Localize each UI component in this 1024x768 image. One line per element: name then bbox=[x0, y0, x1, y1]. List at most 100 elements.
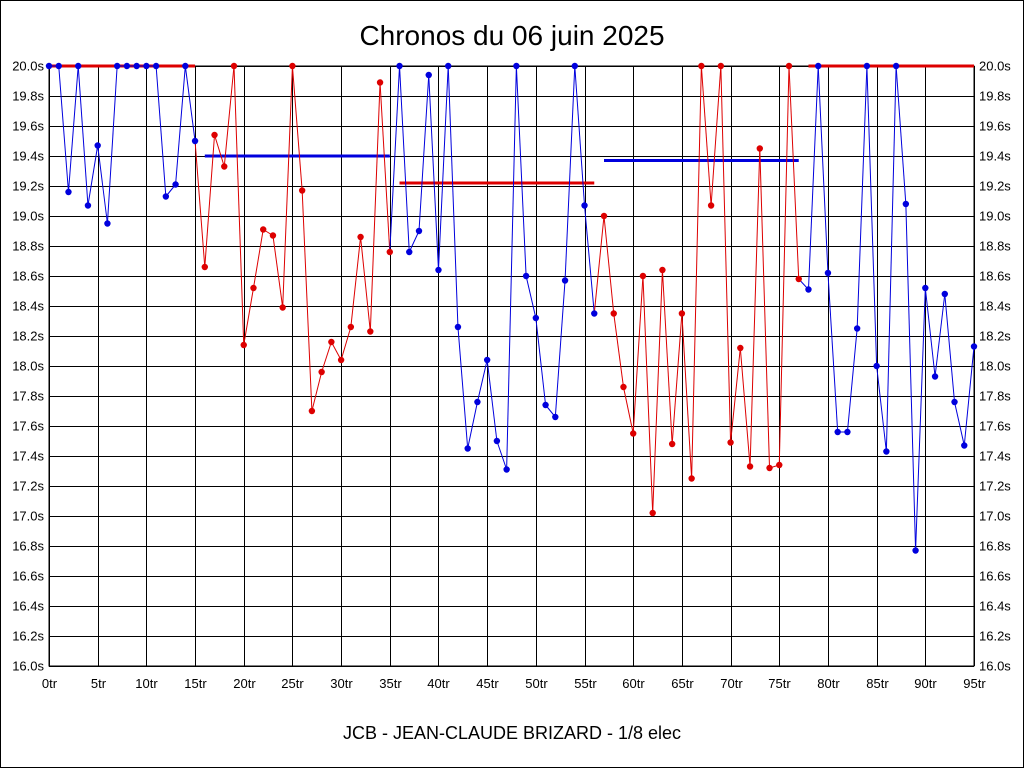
x-tick-label: 60tr bbox=[622, 676, 645, 691]
data-point bbox=[240, 341, 247, 349]
series-segment bbox=[155, 65, 167, 197]
series-segment bbox=[467, 401, 478, 449]
series-segment bbox=[214, 134, 225, 167]
series-segment bbox=[535, 317, 547, 406]
series-segment bbox=[846, 328, 858, 433]
series-segment bbox=[330, 341, 342, 361]
series-segment bbox=[954, 401, 965, 446]
data-point bbox=[454, 323, 462, 331]
data-point bbox=[230, 62, 238, 70]
data-point bbox=[55, 62, 62, 70]
y-tick-label: 18.0s bbox=[12, 359, 44, 374]
series-segment bbox=[457, 326, 469, 449]
series-segment bbox=[856, 65, 868, 329]
y-tick-label-right: 17.4s bbox=[979, 449, 1011, 464]
series-segment bbox=[291, 65, 303, 191]
x-tick-label: 45tr bbox=[476, 676, 499, 691]
series-segment bbox=[399, 65, 410, 253]
y-tick-label: 16.0s bbox=[12, 659, 44, 674]
data-point bbox=[571, 62, 578, 70]
data-point bbox=[201, 263, 208, 271]
y-ticks-right: 16.0s 16.2s 16.4s 16.6s 16.8s 17.0s 17.2s 17.4s… bbox=[979, 59, 1011, 674]
y-tick-label: 17.4s bbox=[12, 449, 44, 464]
x-tick-label: 55tr bbox=[574, 676, 597, 691]
series-segment bbox=[184, 65, 196, 142]
series-segment bbox=[252, 229, 264, 289]
y-tick-label-right: 17.2s bbox=[979, 479, 1011, 494]
grid bbox=[48, 65, 975, 667]
chart-footer: JCB - JEAN-CLAUDE BRIZARD - 1/8 elec bbox=[343, 723, 681, 743]
x-tick-label: 0tr bbox=[42, 676, 58, 691]
data-point bbox=[756, 145, 763, 152]
series-segment bbox=[963, 346, 975, 446]
data-point bbox=[415, 227, 423, 235]
data-point bbox=[172, 181, 179, 188]
y-tick-label-right: 20.0s bbox=[979, 59, 1011, 74]
data-point bbox=[522, 272, 530, 280]
data-point bbox=[824, 269, 832, 277]
series-segment bbox=[730, 347, 741, 443]
y-tick-label-right: 17.0s bbox=[979, 509, 1011, 524]
data-point bbox=[902, 200, 910, 208]
data-point bbox=[600, 212, 608, 220]
y-tick-label: 18.4s bbox=[12, 299, 44, 314]
y-tick-label-right: 19.8s bbox=[979, 89, 1011, 104]
series-segment bbox=[301, 190, 313, 412]
data-point bbox=[532, 314, 540, 322]
data-point bbox=[688, 475, 695, 482]
data-point bbox=[65, 188, 72, 196]
series-segment bbox=[593, 215, 605, 314]
data-point bbox=[678, 310, 686, 317]
data-point bbox=[289, 62, 296, 70]
data-point bbox=[328, 338, 335, 346]
series-segment bbox=[175, 65, 186, 185]
data-point bbox=[591, 310, 598, 317]
data-point bbox=[649, 509, 656, 517]
series-segment bbox=[223, 65, 235, 167]
series-segment bbox=[204, 134, 216, 268]
data-point bbox=[630, 430, 637, 437]
x-tick-label: 5tr bbox=[91, 676, 107, 691]
series-segment bbox=[311, 371, 323, 412]
data-point bbox=[386, 248, 393, 256]
series-segment bbox=[486, 359, 498, 442]
series-segment bbox=[876, 365, 887, 452]
series-segment bbox=[827, 272, 839, 433]
y-tick-label-right: 19.0s bbox=[979, 209, 1011, 224]
x-tick-label: 40tr bbox=[427, 676, 450, 691]
series-segment bbox=[476, 359, 488, 403]
average-lines bbox=[49, 64, 974, 185]
y-tick-label: 18.2s bbox=[12, 329, 44, 344]
y-tick-label: 17.2s bbox=[12, 479, 44, 494]
series-segment bbox=[515, 65, 527, 277]
series-segment bbox=[194, 140, 206, 268]
series-segment bbox=[603, 215, 615, 314]
series-segment bbox=[106, 65, 118, 224]
data-point bbox=[357, 233, 364, 241]
y-tick-label-right: 16.2s bbox=[979, 629, 1011, 644]
y-tick-label: 16.6s bbox=[12, 569, 44, 584]
series-segment bbox=[506, 65, 517, 470]
series-segment bbox=[671, 313, 683, 445]
x-tick-label: 25tr bbox=[281, 676, 304, 691]
data-point bbox=[805, 286, 812, 293]
series-segment bbox=[944, 293, 956, 403]
series-segment bbox=[905, 203, 917, 551]
data-point bbox=[474, 398, 481, 406]
x-tick-label: 15tr bbox=[184, 676, 207, 691]
data-point bbox=[727, 439, 734, 446]
data-point bbox=[746, 463, 754, 470]
data-point bbox=[961, 442, 968, 449]
y-tick-label-right: 19.2s bbox=[979, 179, 1011, 194]
series-segment bbox=[418, 74, 430, 232]
series-segment bbox=[360, 236, 371, 332]
series-segment bbox=[622, 386, 634, 434]
data-point bbox=[513, 62, 520, 70]
series-segment bbox=[574, 65, 586, 206]
data-point bbox=[503, 466, 510, 473]
data-point bbox=[221, 163, 228, 170]
data-point bbox=[123, 62, 131, 70]
x-tick-label: 35tr bbox=[379, 676, 402, 691]
data-point bbox=[75, 62, 82, 70]
